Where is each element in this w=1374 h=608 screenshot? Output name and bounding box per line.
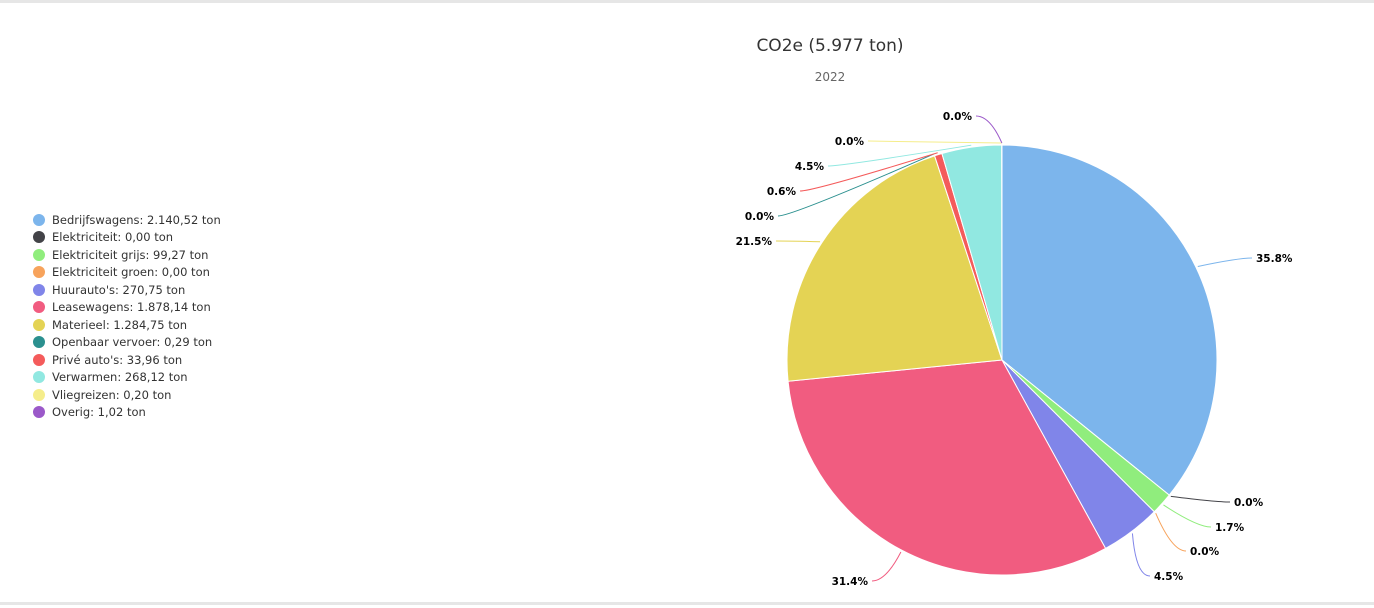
data-label-connector <box>1163 505 1211 527</box>
data-label: 0.0% <box>835 136 865 148</box>
data-label: 0.0% <box>943 111 973 123</box>
data-label-connector <box>976 116 1002 143</box>
data-label: 0.6% <box>767 186 797 198</box>
data-label: 0.0% <box>1190 546 1220 558</box>
data-label-connector <box>776 241 820 242</box>
data-label: 4.5% <box>1154 571 1184 583</box>
data-label-connector <box>1132 533 1150 576</box>
data-label: 21.5% <box>736 236 773 248</box>
pie-chart: 35.8% 0.0% 1.7% 0.0% 4.5% 31.4% 21.5% 0.0% 0.6% 4… <box>0 3 1374 608</box>
data-label: 4.5% <box>795 161 825 173</box>
data-label: 35.8% <box>1256 253 1293 265</box>
data-label: 0.0% <box>1234 497 1264 509</box>
data-label-connector <box>1198 258 1252 266</box>
data-label-connector <box>1171 496 1230 502</box>
data-label: 31.4% <box>832 576 869 588</box>
data-label-connector <box>872 552 901 581</box>
data-label-connector <box>868 141 1002 143</box>
data-label: 1.7% <box>1215 522 1245 534</box>
data-label-connector <box>1156 513 1186 551</box>
data-label: 0.0% <box>745 211 775 223</box>
